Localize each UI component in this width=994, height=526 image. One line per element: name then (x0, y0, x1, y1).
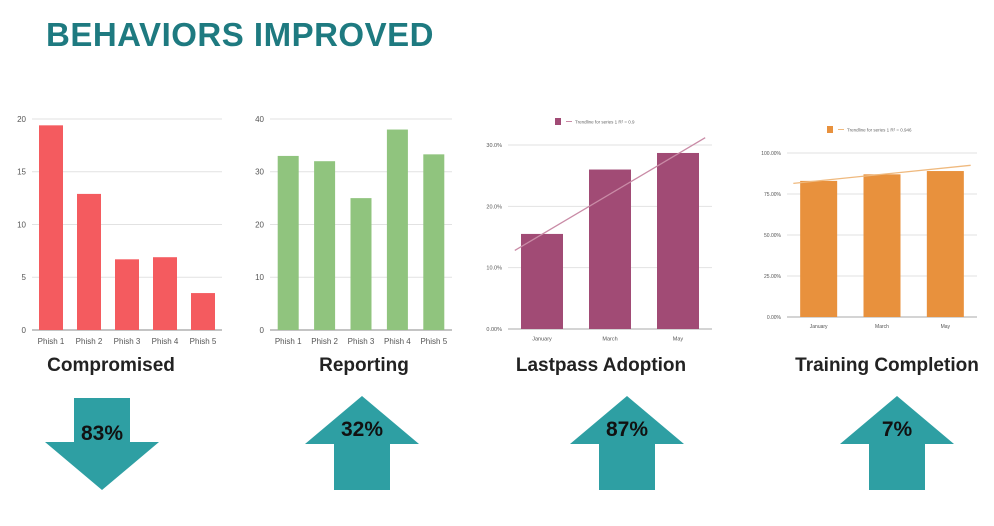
y-tick-label: 100.00% (761, 151, 781, 157)
change-percent: 32% (341, 418, 383, 441)
x-tick-label: Phish 4 (152, 337, 179, 346)
x-tick-label: May (673, 337, 684, 343)
bar (521, 233, 563, 329)
bar (589, 169, 631, 329)
y-tick-label: 10.0% (486, 266, 502, 272)
x-tick-label: Phish 3 (348, 337, 375, 346)
bar (115, 259, 139, 330)
y-tick-label: 0.00% (767, 315, 782, 321)
bar (800, 180, 838, 317)
lastpass-adoption-label: Lastpass Adoption (515, 355, 687, 376)
bar (191, 293, 215, 330)
x-tick-label: March (875, 324, 889, 330)
x-tick-label: Phish 3 (114, 337, 141, 346)
bar (657, 152, 699, 329)
bar (386, 129, 408, 330)
bar (423, 154, 445, 330)
x-tick-label: January (810, 324, 828, 330)
change-percent: 83% (81, 422, 123, 445)
bar (926, 171, 964, 317)
y-tick-label: 30 (255, 168, 264, 177)
bar (153, 257, 177, 330)
y-tick-label: 20 (17, 115, 26, 124)
legend-label: Trendline for series 1 R² = 0.946 (847, 128, 912, 133)
trendline (793, 164, 971, 184)
up-arrow-icon: 7% (840, 396, 954, 490)
y-tick-label: 30.0% (486, 143, 502, 149)
reporting-chart: 0 10 20 30 40 Phish 1 Phish 2 Phish 3 Phish 4 Phi… (255, 115, 452, 346)
bar (314, 161, 336, 330)
legend-label: Trendline for series 1 R² = 0.9 (575, 120, 635, 125)
training-completion-chart: 0.00% 25.00% 50.00% 75.00% 100.00% January Mar… (761, 126, 977, 330)
y-tick-label: 10 (17, 220, 26, 229)
arrow-shape (45, 398, 159, 490)
arrow-shape (305, 396, 419, 490)
arrow-shape (570, 396, 684, 490)
training-completion-label: Training Completion (795, 355, 979, 376)
arrow-shape (840, 396, 954, 490)
x-tick-label: Phish 2 (311, 337, 338, 346)
x-tick-label: Phish 5 (420, 337, 447, 346)
x-tick-label: Phish 1 (275, 337, 302, 346)
x-tick-label: May (941, 324, 951, 330)
x-tick-label: Phish 4 (384, 337, 411, 346)
y-tick-label: 25.00% (764, 274, 782, 280)
reporting-label: Reporting (319, 355, 409, 376)
x-tick-label: Phish 5 (190, 337, 217, 346)
y-tick-label: 50.00% (764, 233, 782, 239)
y-tick-label: 0 (260, 326, 265, 335)
lastpass-adoption-chart: 0.00% 10.0% 20.0% 30.0% January March May Trend… (486, 118, 712, 343)
change-percent: 7% (882, 418, 913, 441)
x-tick-label: Phish 2 (76, 337, 103, 346)
y-tick-label: 40 (255, 115, 264, 124)
bar (277, 155, 299, 330)
y-tick-label: 0 (22, 326, 27, 335)
bar (39, 125, 63, 330)
y-tick-label: 0.00% (486, 327, 502, 333)
legend-swatch (555, 118, 561, 125)
x-tick-label: January (532, 337, 552, 343)
y-tick-label: 75.00% (764, 192, 782, 198)
page-title: BEHAVIORS IMPROVED (46, 16, 434, 53)
up-arrow-icon: 87% (570, 396, 684, 490)
compromised-label: Compromised (47, 355, 175, 376)
bar (863, 174, 901, 317)
compromised-chart: 0 5 10 15 20 Phish 1 Phish 2 Phish 3 Phish 4 Phis… (17, 115, 222, 346)
y-tick-label: 15 (17, 168, 26, 177)
up-arrow-icon: 32% (305, 396, 419, 490)
down-arrow-icon: 83% (45, 398, 159, 490)
bar (350, 198, 372, 330)
legend-swatch (827, 126, 833, 133)
x-tick-label: March (602, 337, 617, 343)
y-tick-label: 10 (255, 273, 264, 282)
bar (77, 193, 101, 330)
y-tick-label: 20.0% (486, 204, 502, 210)
y-tick-label: 5 (22, 273, 27, 282)
x-tick-label: Phish 1 (38, 337, 65, 346)
y-tick-label: 20 (255, 220, 264, 229)
change-percent: 87% (606, 418, 648, 441)
trendline (514, 137, 706, 252)
